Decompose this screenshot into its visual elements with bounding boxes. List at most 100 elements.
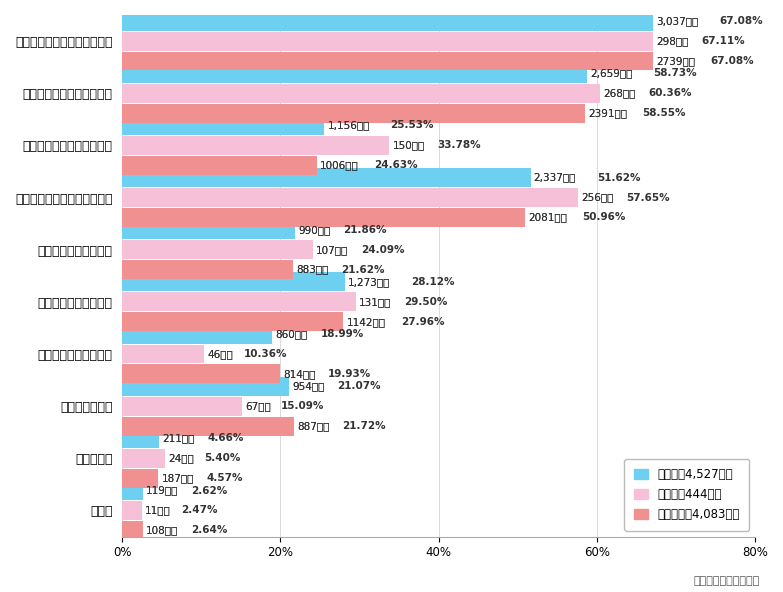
Text: 150社、: 150社、 bbox=[392, 140, 425, 150]
Text: 298社、: 298社、 bbox=[656, 36, 688, 46]
Text: 256社、: 256社、 bbox=[582, 192, 614, 202]
Text: 2.64%: 2.64% bbox=[191, 525, 228, 535]
Text: 67社、15.09%: 67社、15.09% bbox=[245, 401, 310, 411]
Bar bbox=[122, 156, 317, 175]
Text: 108社、2.64%: 108社、2.64% bbox=[146, 525, 211, 535]
Text: 814社、19.93%: 814社、19.93% bbox=[283, 369, 355, 379]
Text: 2739社、: 2739社、 bbox=[656, 56, 695, 66]
Text: 1,156社、: 1,156社、 bbox=[327, 120, 370, 130]
Text: 58.73%: 58.73% bbox=[653, 68, 697, 78]
Text: 990社、21.86%: 990社、21.86% bbox=[298, 225, 370, 235]
Text: 2081社、: 2081社、 bbox=[529, 213, 568, 223]
Bar bbox=[122, 116, 324, 135]
Text: 187社、4.57%: 187社、4.57% bbox=[161, 473, 227, 483]
Text: 15.09%: 15.09% bbox=[281, 401, 324, 411]
Text: 119社、: 119社、 bbox=[146, 485, 179, 496]
Text: 150社、: 150社、 bbox=[392, 140, 425, 150]
Text: 108社、: 108社、 bbox=[146, 525, 179, 535]
Text: 67.08%: 67.08% bbox=[710, 56, 754, 66]
Text: 268社、: 268社、 bbox=[603, 88, 635, 98]
Text: 108社、: 108社、 bbox=[146, 525, 179, 535]
Text: 150社、33.78%: 150社、33.78% bbox=[392, 140, 464, 150]
Text: 1006社、24.63%: 1006社、24.63% bbox=[320, 160, 399, 170]
Text: 21.72%: 21.72% bbox=[342, 421, 386, 431]
Bar bbox=[122, 31, 653, 50]
Text: 21.62%: 21.62% bbox=[341, 265, 385, 275]
Text: 51.62%: 51.62% bbox=[597, 173, 640, 182]
Bar bbox=[122, 365, 280, 384]
Text: 1142社、: 1142社、 bbox=[347, 317, 385, 327]
Text: 107社、: 107社、 bbox=[316, 244, 348, 255]
Bar bbox=[122, 292, 355, 311]
Text: 2,659社、: 2,659社、 bbox=[590, 68, 633, 78]
Text: 298社、: 298社、 bbox=[656, 36, 688, 46]
Bar bbox=[122, 429, 159, 448]
Bar bbox=[122, 481, 143, 500]
Text: 2739社、: 2739社、 bbox=[656, 56, 695, 66]
Text: 954社、: 954社、 bbox=[292, 381, 324, 391]
Text: 814社、: 814社、 bbox=[283, 369, 316, 379]
Text: 268社、: 268社、 bbox=[603, 88, 635, 98]
Text: 883社、: 883社、 bbox=[297, 265, 329, 275]
Bar bbox=[122, 449, 165, 468]
Text: 東京商工リサーチ調べ: 東京商工リサーチ調べ bbox=[693, 576, 760, 586]
Text: 67.11%: 67.11% bbox=[702, 36, 745, 46]
Text: 131社、: 131社、 bbox=[359, 297, 392, 307]
Text: 10.36%: 10.36% bbox=[244, 349, 287, 359]
Text: 990社、: 990社、 bbox=[298, 225, 330, 235]
Text: 107社、: 107社、 bbox=[316, 244, 348, 255]
Text: 24社、: 24社、 bbox=[168, 453, 194, 464]
Bar bbox=[122, 345, 204, 363]
Text: 1006社、: 1006社、 bbox=[320, 160, 359, 170]
Text: 2391社、: 2391社、 bbox=[589, 108, 627, 118]
Text: 211社、4.66%: 211社、4.66% bbox=[162, 433, 228, 443]
Text: 298社、67.11%: 298社、67.11% bbox=[656, 36, 728, 46]
Text: 1142社、27.96%: 1142社、27.96% bbox=[347, 317, 425, 327]
Bar bbox=[122, 417, 294, 436]
Text: 2739社、67.08%: 2739社、67.08% bbox=[656, 56, 734, 66]
Text: 24.09%: 24.09% bbox=[361, 244, 405, 255]
Text: 2081社、: 2081社、 bbox=[529, 213, 568, 223]
Text: 57.65%: 57.65% bbox=[626, 192, 670, 202]
Text: 67.08%: 67.08% bbox=[719, 16, 763, 26]
Text: 256社、57.65%: 256社、57.65% bbox=[582, 192, 654, 202]
Text: 256社、: 256社、 bbox=[582, 192, 614, 202]
Text: 46社、: 46社、 bbox=[207, 349, 233, 359]
Bar bbox=[122, 272, 345, 291]
Text: 2,337社、51.62%: 2,337社、51.62% bbox=[534, 173, 616, 182]
Text: 3,037社、: 3,037社、 bbox=[656, 16, 698, 26]
Text: 50.96%: 50.96% bbox=[583, 213, 626, 223]
Text: 211社、: 211社、 bbox=[162, 433, 195, 443]
Text: 24社、: 24社、 bbox=[168, 453, 194, 464]
Text: 2391社、58.55%: 2391社、58.55% bbox=[589, 108, 667, 118]
Text: 860社、18.99%: 860社、18.99% bbox=[276, 329, 348, 339]
Text: 11社、: 11社、 bbox=[145, 506, 171, 516]
Text: 131社、: 131社、 bbox=[359, 297, 392, 307]
Text: 860社、: 860社、 bbox=[276, 329, 308, 339]
Bar bbox=[122, 83, 600, 102]
Text: 25.53%: 25.53% bbox=[391, 120, 434, 130]
Bar bbox=[122, 136, 389, 155]
Bar bbox=[122, 208, 525, 227]
Text: 3,037社、67.08%: 3,037社、67.08% bbox=[656, 16, 738, 26]
Text: 67社、: 67社、 bbox=[245, 401, 270, 411]
Bar bbox=[122, 521, 143, 540]
Bar bbox=[122, 52, 653, 70]
Text: 2,659社、58.73%: 2,659社、58.73% bbox=[590, 68, 672, 78]
Text: 1,156社、: 1,156社、 bbox=[327, 120, 370, 130]
Text: 954社、: 954社、 bbox=[292, 381, 324, 391]
Text: 2081社、50.96%: 2081社、50.96% bbox=[529, 213, 607, 223]
Text: 33.78%: 33.78% bbox=[438, 140, 482, 150]
Text: 4.66%: 4.66% bbox=[207, 433, 244, 443]
Text: 27.96%: 27.96% bbox=[401, 317, 444, 327]
Text: 4.57%: 4.57% bbox=[207, 473, 244, 483]
Text: 2.62%: 2.62% bbox=[191, 485, 227, 496]
Text: 29.50%: 29.50% bbox=[404, 297, 447, 307]
Text: 1006社、: 1006社、 bbox=[320, 160, 359, 170]
Bar bbox=[122, 501, 142, 520]
Text: 24.63%: 24.63% bbox=[374, 160, 418, 170]
Text: 211社、: 211社、 bbox=[162, 433, 195, 443]
Text: 1,273社、28.12%: 1,273社、28.12% bbox=[348, 277, 430, 287]
Text: 3,037社、: 3,037社、 bbox=[656, 16, 698, 26]
Text: 2391社、: 2391社、 bbox=[589, 108, 627, 118]
